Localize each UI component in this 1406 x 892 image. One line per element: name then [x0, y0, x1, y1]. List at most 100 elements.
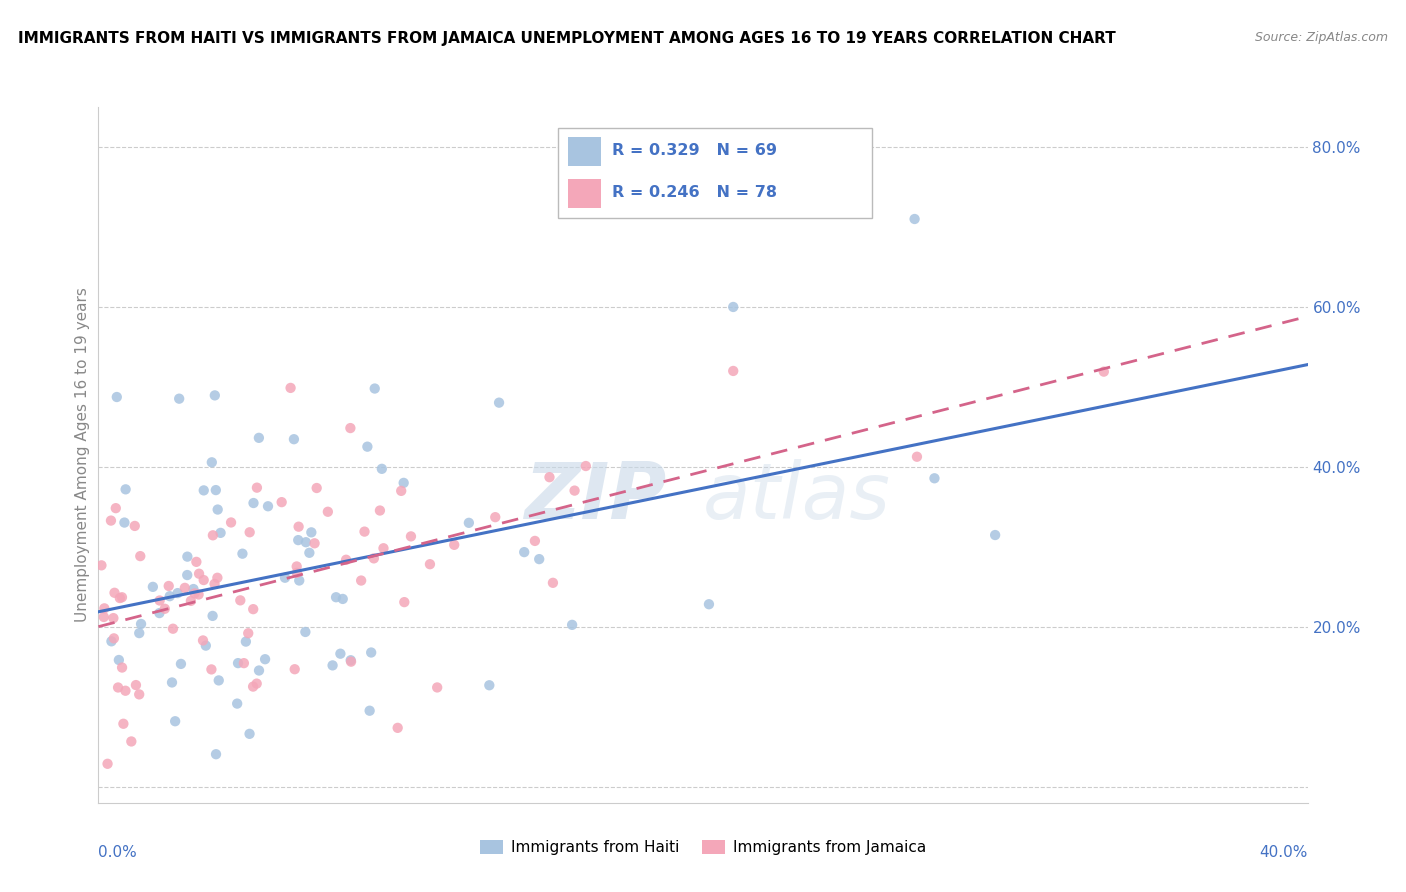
Point [280, 381, 302, 395]
Point [170, 657, 193, 671]
Point [513, 545, 536, 559]
Point [229, 593, 252, 607]
Text: R = 0.246   N = 78: R = 0.246 N = 78 [613, 186, 778, 200]
Point [173, 581, 195, 595]
Point [100, 634, 122, 648]
Point [305, 481, 328, 495]
Point [142, 818, 165, 832]
Point [205, 483, 228, 497]
Text: Source: ZipAtlas.com: Source: ZipAtlas.com [1254, 31, 1388, 45]
Point [294, 624, 316, 639]
Point [112, 716, 135, 731]
Point [399, 529, 422, 543]
Point [114, 683, 136, 698]
Point [183, 582, 205, 596]
Point [128, 687, 150, 701]
Point [368, 503, 391, 517]
Point [235, 634, 257, 648]
Point [924, 471, 946, 485]
Point [523, 533, 546, 548]
Point [193, 483, 215, 498]
Point [360, 646, 382, 660]
Point [183, 586, 205, 600]
Point [148, 606, 170, 620]
Point [120, 734, 142, 748]
Point [335, 553, 357, 567]
Point [207, 571, 229, 585]
Point [284, 662, 307, 676]
Point [541, 575, 564, 590]
Point [359, 704, 381, 718]
Point [316, 505, 339, 519]
Point [246, 676, 269, 690]
Point [142, 580, 165, 594]
Point [426, 681, 449, 695]
Point [322, 658, 344, 673]
Point [159, 589, 181, 603]
Point [443, 538, 465, 552]
Point [389, 483, 412, 498]
Point [1092, 365, 1115, 379]
Point [111, 660, 134, 674]
Point [166, 586, 188, 600]
Point [488, 395, 510, 409]
Point [529, 552, 551, 566]
Point [176, 549, 198, 564]
Point [392, 475, 415, 490]
Point [373, 541, 395, 556]
Point [329, 647, 352, 661]
Point [242, 602, 264, 616]
Point [186, 555, 208, 569]
Point [205, 747, 228, 762]
Point [304, 536, 326, 550]
Point [287, 533, 309, 548]
Point [242, 680, 264, 694]
Point [332, 591, 354, 606]
Point [231, 547, 253, 561]
Point [180, 594, 202, 608]
Point [96, 756, 118, 771]
Point [288, 574, 311, 588]
Text: atlas: atlas [703, 458, 891, 534]
Point [363, 551, 385, 566]
Point [103, 586, 125, 600]
Point [129, 549, 152, 563]
Point [209, 525, 232, 540]
Point [153, 601, 176, 615]
Point [561, 618, 583, 632]
Point [339, 421, 361, 435]
Point [108, 653, 131, 667]
Point [270, 495, 292, 509]
Point [325, 591, 347, 605]
Point [204, 388, 226, 402]
Point [124, 519, 146, 533]
Point [104, 501, 127, 516]
Point [364, 382, 387, 396]
Point [187, 587, 209, 601]
Text: 40.0%: 40.0% [1260, 845, 1308, 860]
Point [538, 470, 561, 484]
Point [105, 390, 128, 404]
Point [575, 458, 598, 473]
Legend: Immigrants from Haiti, Immigrants from Jamaica: Immigrants from Haiti, Immigrants from J… [474, 834, 932, 862]
Point [165, 714, 187, 729]
Point [111, 591, 134, 605]
Point [93, 601, 115, 615]
Text: IMMIGRANTS FROM HAITI VS IMMIGRANTS FROM JAMAICA UNEMPLOYMENT AMONG AGES 16 TO 1: IMMIGRANTS FROM HAITI VS IMMIGRANTS FROM… [18, 31, 1116, 46]
Point [239, 525, 262, 540]
Point [371, 462, 394, 476]
Point [232, 656, 254, 670]
Point [112, 516, 135, 530]
Point [107, 681, 129, 695]
Point [208, 673, 231, 688]
Point [90, 558, 112, 573]
Point [201, 608, 224, 623]
Point [285, 566, 308, 580]
Point [191, 633, 214, 648]
Point [283, 432, 305, 446]
Point [207, 502, 229, 516]
Point [299, 525, 322, 540]
Point [129, 617, 152, 632]
Point [254, 652, 277, 666]
Y-axis label: Unemployment Among Ages 16 to 19 years: Unemployment Among Ages 16 to 19 years [75, 287, 90, 623]
